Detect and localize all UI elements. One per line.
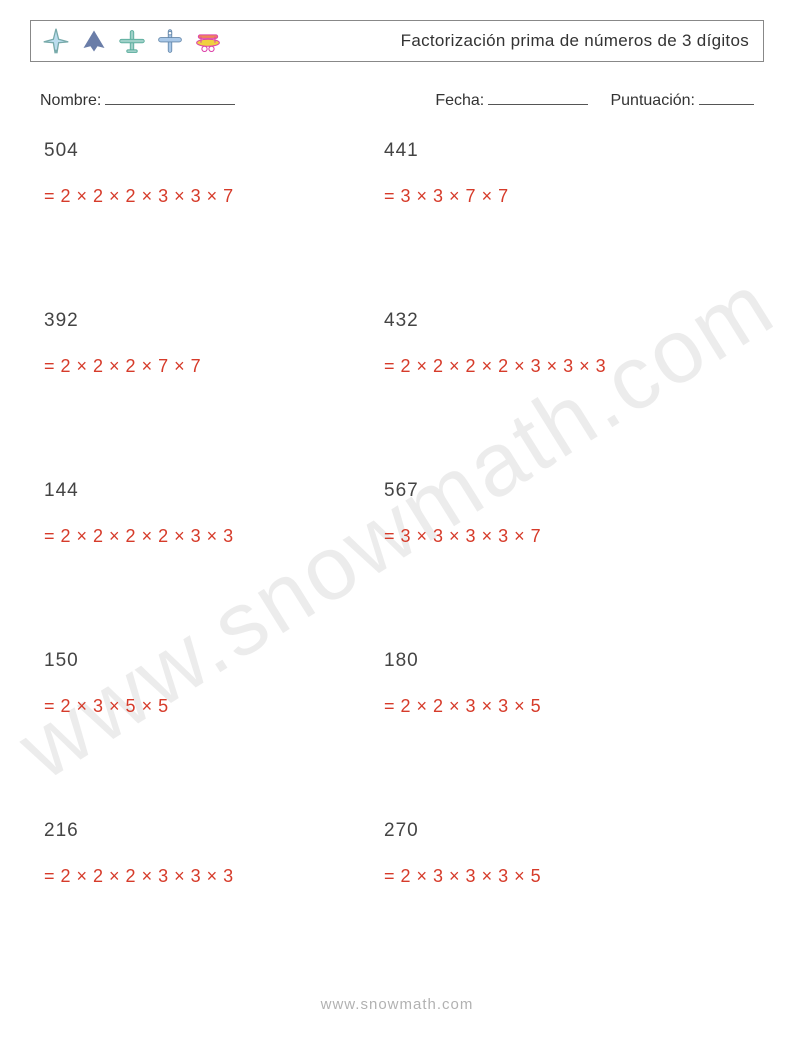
problem-cell: 270 = 2 × 3 × 3 × 3 × 5 <box>384 820 724 990</box>
problem-cell: 180 = 2 × 2 × 3 × 3 × 5 <box>384 650 724 820</box>
problem-row: 392 = 2 × 2 × 2 × 7 × 7 432 = 2 × 2 × 2 … <box>44 310 744 480</box>
problem-answer: = 2 × 2 × 2 × 3 × 3 × 7 <box>44 186 384 207</box>
footer-url: www.snowmath.com <box>0 996 794 1013</box>
problem-number: 567 <box>384 480 724 502</box>
plane-icon-4 <box>155 26 185 56</box>
plane-icon-5 <box>193 26 223 56</box>
problem-number: 392 <box>44 310 384 332</box>
problem-row: 150 = 2 × 3 × 5 × 5 180 = 2 × 2 × 3 × 3 … <box>44 650 744 820</box>
problem-cell: 150 = 2 × 3 × 5 × 5 <box>44 650 384 820</box>
plane-icon-2 <box>79 26 109 56</box>
score-label: Puntuación: <box>610 92 695 109</box>
problem-number: 144 <box>44 480 384 502</box>
problem-answer: = 2 × 3 × 5 × 5 <box>44 696 384 717</box>
problem-number: 441 <box>384 140 724 162</box>
name-label: Nombre: <box>40 92 101 109</box>
problem-cell: 392 = 2 × 2 × 2 × 7 × 7 <box>44 310 384 480</box>
plane-icon-3 <box>117 26 147 56</box>
problem-answer: = 2 × 2 × 2 × 7 × 7 <box>44 356 384 377</box>
problem-cell: 441 = 3 × 3 × 7 × 7 <box>384 140 724 310</box>
problem-number: 216 <box>44 820 384 842</box>
problem-number: 150 <box>44 650 384 672</box>
plane-icon-1 <box>41 26 71 56</box>
problem-answer: = 2 × 2 × 3 × 3 × 5 <box>384 696 724 717</box>
problem-answer: = 3 × 3 × 3 × 3 × 7 <box>384 526 724 547</box>
meta-row: Nombre: Fecha: Puntuación: <box>40 90 754 110</box>
problem-answer: = 2 × 2 × 2 × 2 × 3 × 3 <box>44 526 384 547</box>
header-box: Factorización prima de números de 3 dígi… <box>30 20 764 62</box>
problem-answer: = 2 × 3 × 3 × 3 × 5 <box>384 866 724 887</box>
problem-number: 504 <box>44 140 384 162</box>
worksheet-title: Factorización prima de números de 3 dígi… <box>401 31 749 51</box>
problem-number: 432 <box>384 310 724 332</box>
problem-cell: 216 = 2 × 2 × 2 × 3 × 3 × 3 <box>44 820 384 990</box>
problem-cell: 567 = 3 × 3 × 3 × 3 × 7 <box>384 480 724 650</box>
problem-answer: = 3 × 3 × 7 × 7 <box>384 186 724 207</box>
problem-answer: = 2 × 2 × 2 × 2 × 3 × 3 × 3 <box>384 356 724 377</box>
date-score-group: Fecha: Puntuación: <box>435 90 754 110</box>
date-blank[interactable] <box>488 90 588 105</box>
problem-answer: = 2 × 2 × 2 × 3 × 3 × 3 <box>44 866 384 887</box>
problems-grid: 504 = 2 × 2 × 2 × 3 × 3 × 7 441 = 3 × 3 … <box>44 140 744 990</box>
header-icons <box>41 26 223 56</box>
name-field: Nombre: <box>40 90 235 110</box>
problem-number: 180 <box>384 650 724 672</box>
score-blank[interactable] <box>699 90 754 105</box>
worksheet-page: www.snowmath.com Factorización prima de … <box>0 0 794 1053</box>
problem-cell: 144 = 2 × 2 × 2 × 2 × 3 × 3 <box>44 480 384 650</box>
name-blank[interactable] <box>105 90 235 105</box>
problem-cell: 432 = 2 × 2 × 2 × 2 × 3 × 3 × 3 <box>384 310 724 480</box>
problem-row: 504 = 2 × 2 × 2 × 3 × 3 × 7 441 = 3 × 3 … <box>44 140 744 310</box>
problem-number: 270 <box>384 820 724 842</box>
date-label: Fecha: <box>435 92 484 109</box>
problem-row: 216 = 2 × 2 × 2 × 3 × 3 × 3 270 = 2 × 3 … <box>44 820 744 990</box>
problem-cell: 504 = 2 × 2 × 2 × 3 × 3 × 7 <box>44 140 384 310</box>
problem-row: 144 = 2 × 2 × 2 × 2 × 3 × 3 567 = 3 × 3 … <box>44 480 744 650</box>
